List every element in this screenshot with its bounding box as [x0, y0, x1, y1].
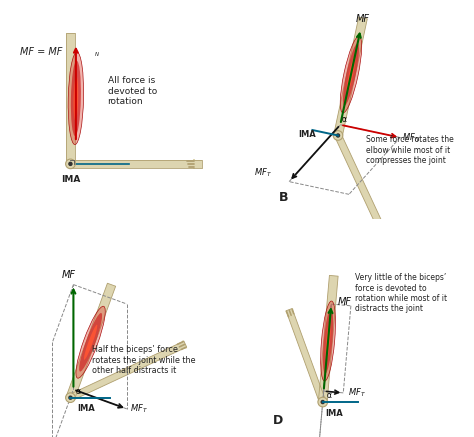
Polygon shape [335, 134, 389, 240]
Polygon shape [182, 340, 187, 349]
Text: MF: MF [338, 297, 352, 307]
Text: IMA: IMA [299, 130, 316, 139]
Polygon shape [71, 160, 201, 168]
Text: α: α [76, 387, 81, 396]
Polygon shape [285, 308, 293, 312]
Text: B: B [279, 191, 289, 204]
Polygon shape [193, 159, 195, 169]
Ellipse shape [326, 322, 331, 361]
Ellipse shape [79, 313, 102, 371]
Polygon shape [66, 283, 116, 399]
Text: Half the biceps’ force
rotates the joint while the
other half distracts it: Half the biceps’ force rotates the joint… [92, 345, 196, 375]
Ellipse shape [73, 76, 78, 121]
Circle shape [69, 163, 72, 165]
Text: α: α [327, 391, 332, 400]
Polygon shape [334, 17, 367, 136]
Ellipse shape [68, 52, 83, 145]
Text: MF$_T$: MF$_T$ [130, 402, 148, 415]
Circle shape [65, 159, 75, 169]
Polygon shape [69, 341, 187, 401]
Text: MF = MF: MF = MF [20, 47, 63, 57]
Circle shape [337, 134, 339, 137]
Text: MF$_T$: MF$_T$ [254, 167, 272, 180]
Ellipse shape [343, 43, 359, 106]
Text: D: D [273, 414, 283, 427]
Text: IMA: IMA [61, 175, 80, 184]
Text: MF: MF [356, 14, 370, 24]
Text: MF: MF [62, 270, 76, 280]
Polygon shape [382, 235, 390, 240]
Polygon shape [319, 275, 338, 402]
Ellipse shape [320, 301, 336, 381]
Ellipse shape [71, 61, 81, 136]
Polygon shape [286, 309, 326, 403]
Text: Very little of the biceps’
force is devoted to
rotation while most of it
distrac: Very little of the biceps’ force is devo… [356, 273, 447, 313]
Polygon shape [66, 33, 75, 164]
Circle shape [321, 400, 324, 404]
Text: All force is
devoted to
rotation: All force is devoted to rotation [108, 76, 157, 106]
Text: IMA: IMA [325, 409, 343, 418]
Ellipse shape [76, 306, 105, 378]
Text: α: α [341, 115, 346, 124]
Text: MF$_T$: MF$_T$ [347, 387, 366, 399]
Circle shape [333, 131, 343, 140]
Ellipse shape [346, 56, 356, 94]
Text: Some force rotates the
elbow while most of it
compresses the joint: Some force rotates the elbow while most … [366, 135, 454, 165]
Circle shape [69, 396, 72, 399]
Ellipse shape [84, 325, 97, 360]
Text: MF$_N$: MF$_N$ [402, 131, 421, 144]
Circle shape [318, 397, 328, 407]
Ellipse shape [323, 309, 333, 374]
Text: $_N$: $_N$ [94, 50, 100, 59]
Circle shape [65, 393, 75, 402]
Ellipse shape [340, 36, 362, 113]
Text: IMA: IMA [77, 404, 95, 413]
